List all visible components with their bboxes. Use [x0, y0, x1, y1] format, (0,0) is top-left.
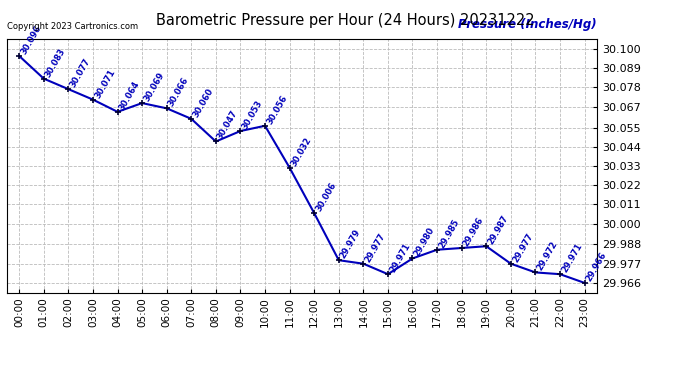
Text: 29.966: 29.966 — [584, 251, 609, 283]
Text: 29.985: 29.985 — [437, 217, 461, 250]
Text: 30.047: 30.047 — [216, 109, 239, 141]
Text: 29.971: 29.971 — [560, 242, 584, 274]
Text: 30.056: 30.056 — [265, 93, 289, 126]
Text: 29.980: 29.980 — [413, 226, 436, 258]
Text: 30.096: 30.096 — [19, 24, 43, 56]
Text: 30.083: 30.083 — [43, 46, 68, 79]
Text: 29.987: 29.987 — [486, 214, 510, 246]
Text: 30.066: 30.066 — [167, 76, 190, 108]
Text: 30.006: 30.006 — [314, 181, 338, 213]
Text: 29.986: 29.986 — [462, 216, 486, 248]
Text: 30.032: 30.032 — [290, 135, 313, 168]
Text: 30.077: 30.077 — [68, 57, 92, 89]
Text: 29.977: 29.977 — [364, 231, 387, 264]
Text: Barometric Pressure per Hour (24 Hours) 20231222: Barometric Pressure per Hour (24 Hours) … — [156, 13, 534, 28]
Text: 30.053: 30.053 — [240, 99, 264, 131]
Text: 30.060: 30.060 — [191, 87, 215, 119]
Text: 30.064: 30.064 — [117, 80, 141, 112]
Text: 29.977: 29.977 — [511, 231, 535, 264]
Text: Pressure (Inches/Hg): Pressure (Inches/Hg) — [458, 18, 597, 30]
Text: 30.069: 30.069 — [142, 71, 166, 103]
Text: 29.971: 29.971 — [388, 242, 412, 274]
Text: 29.979: 29.979 — [339, 228, 363, 260]
Text: 30.071: 30.071 — [93, 67, 117, 100]
Text: 29.972: 29.972 — [535, 240, 560, 272]
Text: Copyright 2023 Cartronics.com: Copyright 2023 Cartronics.com — [7, 21, 138, 30]
